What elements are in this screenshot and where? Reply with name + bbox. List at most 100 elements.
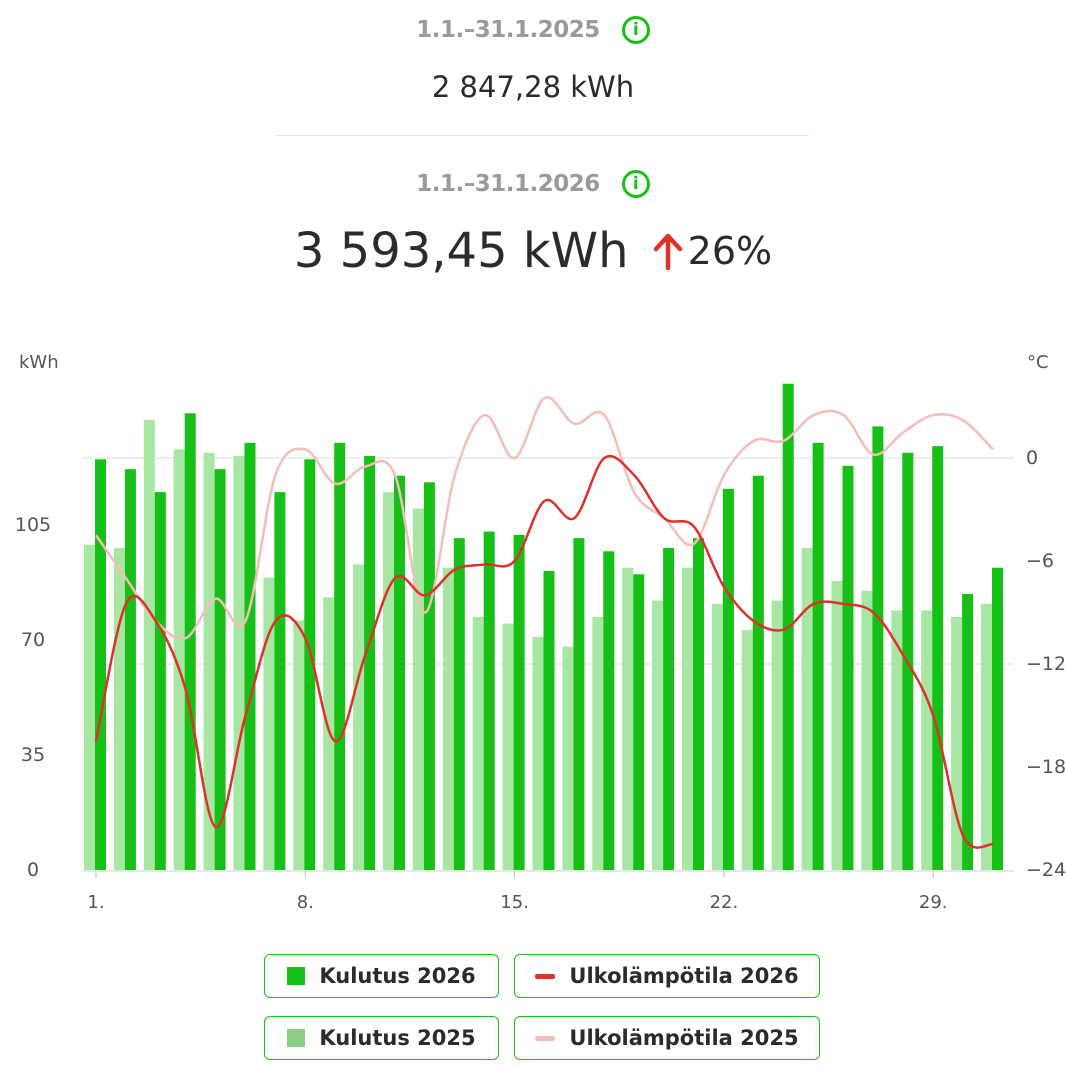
left-axis-unit: kWh [19,352,59,373]
bar-kulutus-2025 [592,617,604,870]
bar-kulutus-2026 [513,534,525,870]
bar-kulutus-2026 [663,548,675,870]
bar-kulutus-2025 [173,449,185,870]
bar-kulutus-2026 [962,594,974,870]
right-tick-label: −18 [1026,756,1066,778]
bar-kulutus-2026 [334,442,346,870]
bar-kulutus-2025 [203,452,215,870]
bar-kulutus-2026 [932,446,944,870]
bar-kulutus-2026 [184,413,196,870]
bar-kulutus-2026 [603,551,615,870]
bar-kulutus-2025 [951,617,963,870]
right-tick-label: −12 [1026,653,1066,675]
current-period-label: 1.1.–31.1.2026 [416,171,600,197]
bar-kulutus-2026 [573,538,585,870]
bar-kulutus-2025 [412,508,424,870]
line-ulkolampotila-2026 [94,455,994,849]
bar-kulutus-2026 [394,475,405,870]
right-tick-label: 0 [1026,447,1038,469]
bar-kulutus-2025 [622,567,634,870]
bar-kulutus-2025 [502,623,514,870]
bar-kulutus-2025 [84,544,95,870]
info-icon[interactable]: i [621,170,650,198]
line-ulkolampotila-2025 [94,396,994,641]
bar-kulutus-2025 [472,617,484,870]
legend-label: Ulkolämpötila 2026 [569,964,799,988]
legend-swatch [535,973,556,979]
bar-kulutus-2025 [891,610,903,870]
change-indicator: 26% [652,229,772,273]
legend-swatch [287,1029,306,1047]
current-period-summary: 3 593,45 kWh 26% [0,223,1066,279]
bar-kulutus-2026 [124,469,136,870]
current-period-total: 3 593,45 kWh [293,223,629,279]
x-tick-label: 22. [710,892,739,913]
bar-kulutus-2026 [543,571,555,870]
bar-kulutus-2026 [992,567,1003,870]
bar-kulutus-2025 [562,646,574,870]
bar-kulutus-2026 [423,482,435,870]
bar-kulutus-2025 [143,419,155,870]
bar-kulutus-2025 [113,548,125,870]
legend-swatch [287,967,306,985]
x-tick-label: 15. [500,892,529,913]
bar-kulutus-2025 [652,600,664,870]
info-icon[interactable]: i [621,16,650,44]
legend-label: Ulkolämpötila 2025 [569,1026,799,1050]
legend-label: Kulutus 2025 [319,1026,476,1050]
bar-kulutus-2025 [233,456,245,870]
bar-kulutus-2026 [453,538,465,870]
bar-kulutus-2026 [693,538,704,870]
legend-item-kulutus-2025[interactable]: Kulutus 2025 [264,1016,499,1060]
bar-kulutus-2026 [214,469,226,870]
bar-kulutus-2026 [364,456,376,870]
left-tick-label: 105 [15,514,51,536]
bar-kulutus-2025 [771,600,783,870]
bar-kulutus-2026 [304,459,316,870]
bar-kulutus-2026 [154,492,166,870]
bar-kulutus-2025 [442,567,454,870]
bar-kulutus-2025 [323,597,335,870]
bar-kulutus-2025 [921,610,933,870]
bar-kulutus-2026 [872,426,884,870]
previous-period-label: 1.1.–31.1.2025 [416,17,600,43]
bar-kulutus-2026 [842,465,854,870]
bar-kulutus-2026 [722,488,734,870]
divider [276,135,809,136]
change-percent: 26% [687,229,773,273]
right-axis-unit: °C [1027,352,1049,373]
x-tick-label: 29. [919,892,948,913]
bar-kulutus-2026 [812,442,824,870]
bar-kulutus-2025 [981,603,992,870]
bar-kulutus-2025 [263,577,275,870]
left-tick-label: 35 [21,744,45,766]
bar-kulutus-2025 [383,492,394,870]
consumption-chart: kWh °C 0 35 70 105 −24 −18 −12 −6 0 1. 8. 15. 22. 29. [15,352,1066,913]
legend-swatch [535,1035,556,1041]
previous-period-total: 2 847,28 kWh [431,70,635,104]
bar-kulutus-2026 [95,459,106,870]
current-period-header: 1.1.–31.1.2026 i [0,170,1066,198]
left-tick-label: 0 [27,859,39,881]
arrow-up-icon [653,233,682,270]
bar-kulutus-2026 [752,475,764,870]
right-tick-label: −24 [1026,859,1066,881]
legend-label: Kulutus 2026 [319,964,476,988]
bar-kulutus-2026 [274,492,286,870]
bar-kulutus-2026 [244,442,256,870]
bar-kulutus-2025 [861,590,873,870]
bar-kulutus-2025 [831,580,843,870]
bar-kulutus-2025 [682,567,693,870]
previous-period-header: 1.1.–31.1.2025 i [0,16,1066,44]
bar-kulutus-2026 [483,531,495,870]
legend-item-ulkolampotila-2025[interactable]: Ulkolämpötila 2025 [514,1016,820,1060]
bar-kulutus-2026 [633,574,645,870]
legend-item-kulutus-2026[interactable]: Kulutus 2026 [264,954,499,998]
bar-kulutus-2025 [353,564,365,870]
bar-kulutus-2025 [532,636,544,870]
left-tick-label: 70 [21,629,45,651]
bar-kulutus-2025 [711,603,723,870]
bar-kulutus-2025 [293,620,305,870]
bar-kulutus-2025 [741,630,753,870]
legend-item-ulkolampotila-2026[interactable]: Ulkolämpötila 2026 [514,954,820,998]
